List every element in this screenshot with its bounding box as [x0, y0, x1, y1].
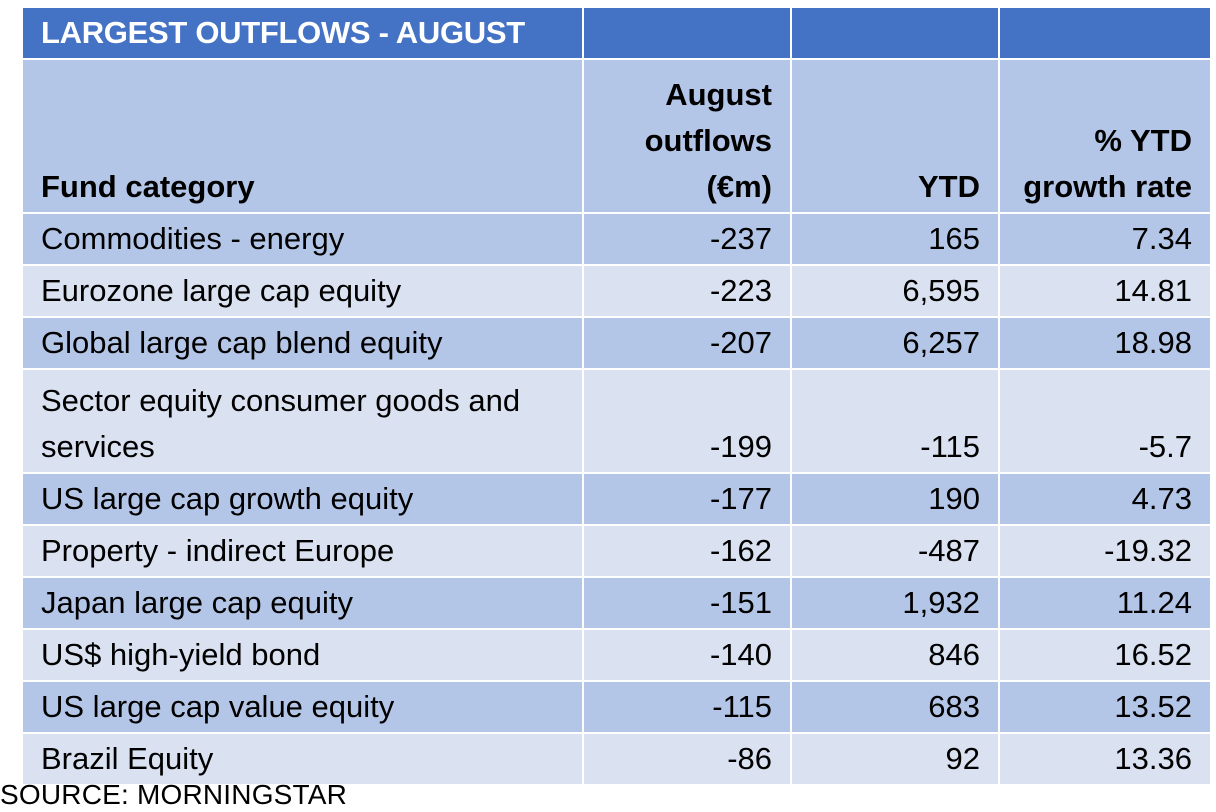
- cell-ytd-growth-rate: 16.52: [998, 628, 1212, 682]
- cell-fund-category: US large cap growth equity: [21, 472, 584, 526]
- title-row: LARGEST OUTFLOWS - AUGUST: [21, 6, 1212, 60]
- table-row: Sector equity consumer goods and service…: [21, 368, 1212, 474]
- cell-ytd: 1,932: [790, 576, 1000, 630]
- table-row: US$ high-yield bond -140 846 16.52: [21, 628, 1212, 682]
- header-august-outflows: August outflows (€m): [582, 58, 792, 214]
- header-ytd-growth-rate: % YTD growth rate: [998, 58, 1212, 214]
- table-title: LARGEST OUTFLOWS - AUGUST: [21, 6, 584, 60]
- cell-ytd-growth-rate: 13.36: [998, 732, 1212, 786]
- cell-ytd-growth-rate: 11.24: [998, 576, 1212, 630]
- cell-ytd: 6,595: [790, 264, 1000, 318]
- table-row: US large cap value equity -115 683 13.52: [21, 680, 1212, 734]
- table-row: US large cap growth equity -177 190 4.73: [21, 472, 1212, 526]
- cell-august-outflows: -162: [582, 524, 792, 578]
- cell-august-outflows: -151: [582, 576, 792, 630]
- cell-ytd: 190: [790, 472, 1000, 526]
- cell-ytd: 165: [790, 212, 1000, 266]
- table-row: Property - indirect Europe -162 -487 -19.32: [21, 524, 1212, 578]
- cell-ytd-growth-rate: 14.81: [998, 264, 1212, 318]
- title-cell-blank: [790, 6, 1000, 60]
- cell-fund-category: Sector equity consumer goods and service…: [21, 368, 584, 474]
- cell-ytd-growth-rate: 7.34: [998, 212, 1212, 266]
- cell-ytd: -487: [790, 524, 1000, 578]
- title-cell-blank: [582, 6, 792, 60]
- cell-ytd-growth-rate: -5.7: [998, 368, 1212, 474]
- cell-august-outflows: -199: [582, 368, 792, 474]
- cell-fund-category: Property - indirect Europe: [21, 524, 584, 578]
- cell-august-outflows: -237: [582, 212, 792, 266]
- table-row: Eurozone large cap equity -223 6,595 14.81: [21, 264, 1212, 318]
- cell-august-outflows: -207: [582, 316, 792, 370]
- cell-fund-category: US$ high-yield bond: [21, 628, 584, 682]
- cell-august-outflows: -140: [582, 628, 792, 682]
- header-fund-category: Fund category: [21, 58, 584, 214]
- table-row: Commodities - energy -237 165 7.34: [21, 212, 1212, 266]
- cell-august-outflows: -223: [582, 264, 792, 318]
- cell-fund-category: Brazil Equity: [21, 732, 584, 786]
- header-ytd: YTD: [790, 58, 1000, 214]
- title-cell-blank: [998, 6, 1212, 60]
- cell-ytd-growth-rate: 18.98: [998, 316, 1212, 370]
- cell-ytd-growth-rate: -19.32: [998, 524, 1212, 578]
- header-row: Fund category August outflows (€m) YTD %…: [21, 58, 1212, 214]
- cell-august-outflows: -86: [582, 732, 792, 786]
- cell-ytd: -115: [790, 368, 1000, 474]
- outflows-table: LARGEST OUTFLOWS - AUGUST Fund category …: [21, 6, 1212, 786]
- table-row: Global large cap blend equity -207 6,257 18…: [21, 316, 1212, 370]
- cell-ytd-growth-rate: 4.73: [998, 472, 1212, 526]
- cell-august-outflows: -177: [582, 472, 792, 526]
- table-row: Japan large cap equity -151 1,932 11.24: [21, 576, 1212, 630]
- source-note: SOURCE: MORNINGSTAR: [0, 779, 348, 810]
- cell-fund-category: Eurozone large cap equity: [21, 264, 584, 318]
- cell-fund-category: Japan large cap equity: [21, 576, 584, 630]
- cell-ytd: 683: [790, 680, 1000, 734]
- cell-august-outflows: -115: [582, 680, 792, 734]
- cell-fund-category: US large cap value equity: [21, 680, 584, 734]
- cell-ytd: 92: [790, 732, 1000, 786]
- cell-ytd: 846: [790, 628, 1000, 682]
- cell-ytd: 6,257: [790, 316, 1000, 370]
- cell-ytd-growth-rate: 13.52: [998, 680, 1212, 734]
- table-row: Brazil Equity -86 92 13.36: [21, 732, 1212, 786]
- cell-fund-category: Global large cap blend equity: [21, 316, 584, 370]
- cell-fund-category: Commodities - energy: [21, 212, 584, 266]
